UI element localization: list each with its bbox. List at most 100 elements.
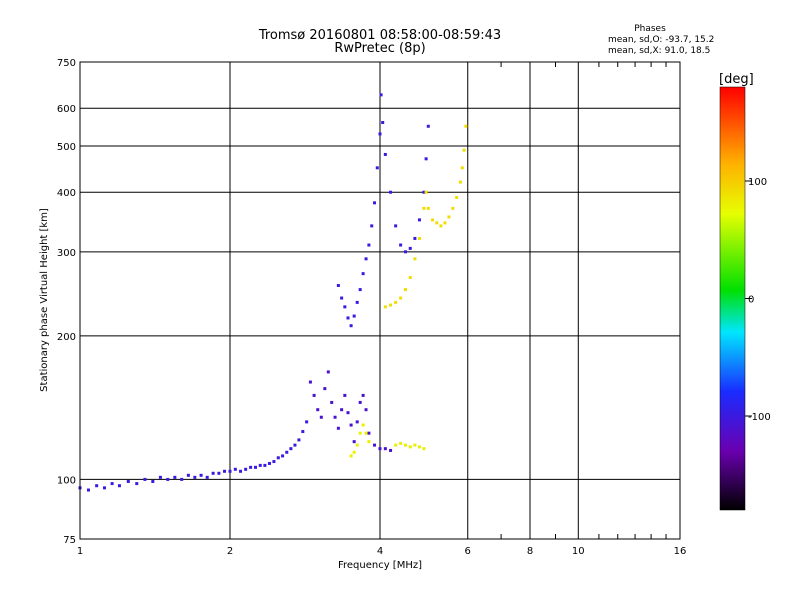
data-point: [336, 283, 340, 287]
data-point: [399, 441, 403, 445]
grid: [80, 62, 680, 539]
data-point: [439, 224, 443, 228]
data-point: [426, 206, 430, 210]
data-point: [305, 420, 309, 424]
y-tick-label: 100: [57, 475, 76, 486]
data-point: [424, 190, 428, 194]
x-axis-label: Frequency [MHz]: [338, 560, 422, 571]
data-point: [413, 236, 417, 240]
data-point: [352, 450, 356, 454]
data-points: [78, 93, 468, 492]
data-point: [267, 461, 271, 465]
data-point: [343, 305, 347, 309]
data-point: [417, 445, 421, 449]
data-point: [217, 471, 221, 475]
x-tick-label: 6: [465, 546, 471, 557]
data-point: [323, 387, 327, 391]
data-point: [333, 415, 337, 419]
data-point: [373, 443, 377, 447]
data-point: [358, 288, 362, 292]
data-point: [435, 221, 439, 225]
data-point: [389, 190, 393, 194]
data-point: [326, 370, 330, 374]
data-point: [358, 400, 362, 404]
data-point: [349, 423, 353, 427]
data-point: [316, 408, 320, 412]
data-point: [343, 393, 347, 397]
data-point: [373, 201, 377, 205]
data-point: [336, 426, 340, 430]
data-point: [223, 469, 227, 473]
data-point: [367, 440, 371, 444]
data-point: [367, 243, 371, 247]
chart-subtitle: RwPretec (8p): [334, 41, 425, 56]
data-point: [361, 423, 365, 427]
data-point: [370, 224, 374, 228]
data-point: [211, 471, 215, 475]
x-tick-label: 8: [527, 546, 533, 557]
colorbar-label: [deg]: [719, 72, 754, 87]
data-point: [417, 218, 421, 222]
data-point: [151, 479, 155, 483]
data-point: [135, 482, 139, 486]
data-point: [253, 465, 257, 469]
data-point: [364, 408, 368, 412]
data-point: [458, 180, 462, 184]
data-point: [394, 443, 398, 447]
data-point: [403, 443, 407, 447]
y-tick-label: 200: [57, 332, 76, 343]
data-point: [293, 443, 297, 447]
data-point: [289, 447, 293, 451]
data-point: [422, 206, 426, 210]
data-point: [117, 484, 121, 488]
data-point: [276, 456, 280, 460]
data-point: [408, 246, 412, 250]
data-point: [422, 447, 426, 451]
data-point: [126, 479, 130, 483]
data-point: [460, 166, 464, 170]
data-point: [301, 430, 305, 434]
data-point: [312, 393, 316, 397]
data-point: [143, 477, 147, 481]
data-point: [364, 431, 368, 435]
y-tick-label: 750: [57, 58, 76, 69]
data-point: [394, 300, 398, 304]
data-point: [426, 124, 430, 128]
data-point: [281, 454, 285, 458]
data-point: [451, 206, 455, 210]
y-tick-label: 300: [57, 248, 76, 259]
data-point: [408, 276, 412, 280]
data-point: [355, 420, 359, 424]
data-point: [244, 467, 248, 471]
data-point: [319, 415, 323, 419]
x-tick-label: 1: [77, 546, 83, 557]
data-point: [455, 195, 459, 199]
y-tick-label: 75: [63, 535, 76, 546]
data-point: [355, 443, 359, 447]
data-point: [346, 316, 350, 320]
data-point: [158, 475, 162, 479]
data-point: [349, 324, 353, 328]
data-point: [199, 473, 203, 477]
data-point: [462, 148, 466, 152]
data-point: [228, 469, 232, 473]
data-point: [399, 243, 403, 247]
data-point: [424, 157, 428, 161]
data-point: [352, 440, 356, 444]
data-point: [361, 393, 365, 397]
data-point: [403, 288, 407, 292]
data-point: [308, 380, 312, 384]
data-point: [443, 221, 447, 225]
data-point: [361, 272, 365, 276]
data-point: [258, 463, 262, 467]
colorbar-tick-label: 100: [748, 177, 767, 188]
data-point: [86, 488, 90, 492]
data-point: [193, 475, 197, 479]
data-point: [239, 469, 243, 473]
colorbar: [719, 86, 746, 511]
data-point: [95, 484, 99, 488]
data-point: [352, 314, 356, 318]
y-axis-label: Stationary phase Virtual Height [km]: [39, 208, 50, 392]
data-point: [403, 250, 407, 254]
x-tick-label: 16: [674, 546, 687, 557]
